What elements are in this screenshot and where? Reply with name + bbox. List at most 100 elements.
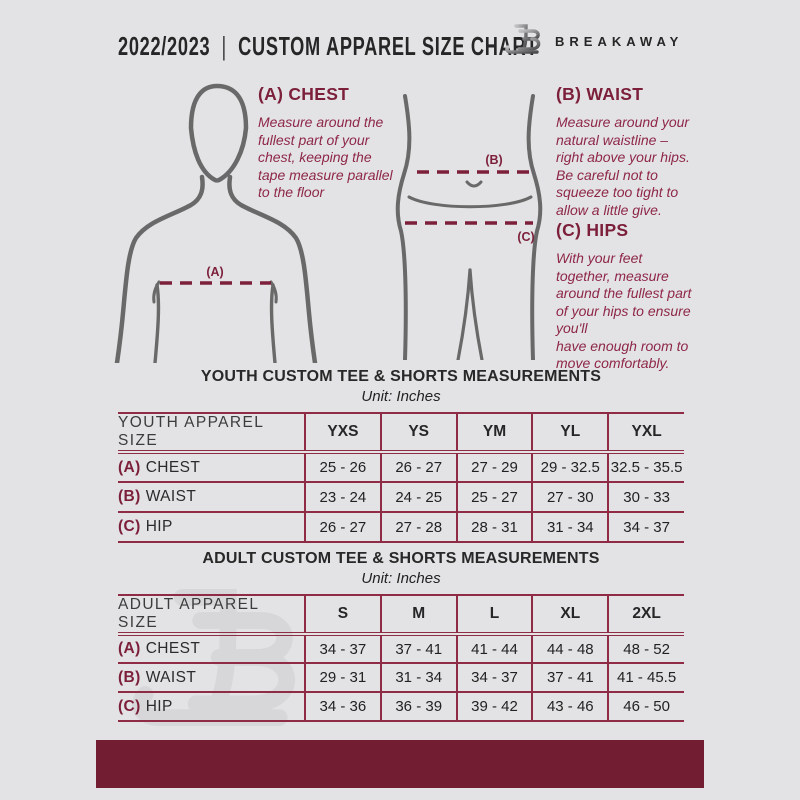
left-inner-leg (456, 268, 472, 360)
page-title: CUSTOM APPAREL SIZE CHART (238, 31, 539, 61)
chest-guide: (A) CHEST Measure around the fullest par… (258, 84, 428, 202)
size-header-yl: YL (531, 413, 609, 454)
right-torso-side (526, 94, 543, 360)
waist-guide: (B) WAIST Measure around your natural wa… (556, 84, 714, 219)
row-prefix: (B) (118, 488, 141, 505)
hips-heading: (C) HIPS (556, 220, 629, 240)
waist-heading: (B) WAIST (556, 84, 644, 104)
hip-crease (407, 195, 533, 209)
table-row-adult-chest: (A) CHEST 34 - 37 37 - 41 41 - 44 44 - 48… (118, 634, 684, 664)
brand-wordmark: BREAKAWAY (555, 33, 684, 49)
youth-table-title: YOUTH CUSTOM TEE & SHORTS MEASUREMENTS (200, 368, 602, 385)
cell: 41 - 45.5 (607, 663, 684, 693)
table-row-youth-hip: (C) HIP 26 - 27 27 - 28 28 - 31 31 - 34 3… (118, 512, 684, 543)
row-label: CHEST (145, 640, 201, 657)
size-header-l: L (455, 595, 533, 636)
table-row-youth-waist: (B) WAIST 23 - 24 24 - 25 25 - 27 27 - 30… (118, 482, 684, 513)
row-label: WAIST (145, 668, 197, 686)
waist-instructions: Measure around your natural waistline – … (556, 114, 690, 218)
cell: 27 - 30 (531, 482, 609, 513)
footer-bar (96, 740, 704, 788)
cell: 41 - 44 (455, 634, 533, 664)
brand-lockup: BREAKAWAY (503, 23, 684, 60)
navel-mark (465, 180, 483, 188)
cell: 36 - 39 (379, 692, 457, 722)
youth-table-unit: Unit: Inches (361, 388, 441, 405)
cell: 31 - 34 (379, 663, 457, 693)
left-armpit-crease (152, 280, 161, 304)
cell: 46 - 50 (607, 692, 684, 722)
cell: 26 - 27 (379, 452, 457, 483)
right-inner-leg (468, 268, 484, 360)
size-header-xl: XL (531, 595, 609, 636)
size-header-yxl: YXL (607, 413, 684, 454)
size-header-s: S (304, 595, 381, 636)
youth-measurements-section: YOUTH CUSTOM TEE & SHORTS MEASUREMENTS U… (118, 368, 684, 543)
cell: 29 - 32.5 (531, 452, 609, 483)
chest-figure: (A) (114, 83, 318, 363)
cell: 34 - 37 (455, 663, 533, 693)
row-prefix: (A) (118, 640, 141, 657)
adult-measurements-section: ADULT CUSTOM TEE & SHORTS MEASUREMENTS U… (118, 550, 684, 722)
head-outline (188, 83, 249, 183)
row-label: HIP (145, 518, 173, 535)
left-shoulder-arm (114, 174, 205, 363)
adult-table-unit: Unit: Inches (361, 570, 441, 587)
row-label: CHEST (145, 458, 201, 476)
row-prefix: (B) (118, 668, 141, 686)
size-header-2xl: 2XL (607, 595, 684, 636)
cell: 37 - 41 (531, 663, 609, 693)
waist-hips-figure: (B) (C) (395, 94, 543, 360)
right-shoulder-arm (227, 174, 318, 363)
cell: 28 - 31 (455, 512, 533, 543)
left-inner-arm (153, 283, 161, 363)
right-inner-arm (269, 283, 277, 363)
row-prefix: (C) (118, 697, 141, 715)
table-row-youth-chest: (A) CHEST 25 - 26 26 - 27 27 - 29 29 - 32… (118, 452, 684, 483)
hips-marker-label: (C) (517, 230, 534, 244)
cell: 24 - 25 (379, 482, 457, 513)
masthead-divider: | (221, 31, 227, 61)
size-header-ys: YS (379, 413, 457, 454)
adult-size-table: ADULT APPAREL SIZE S M L XL 2XL (A) CHEST… (118, 594, 684, 722)
adult-table-title: ADULT CUSTOM TEE & SHORTS MEASUREMENTS (202, 550, 600, 567)
adult-size-column-header: ADULT APPAREL SIZE (118, 595, 305, 636)
cell: 39 - 42 (455, 692, 533, 722)
right-armpit-crease (269, 280, 278, 304)
size-header-ym: YM (455, 413, 533, 454)
table-row-adult-waist: (B) WAIST 29 - 31 31 - 34 34 - 37 37 - 41… (118, 663, 684, 693)
breakaway-b-logo-icon (503, 23, 543, 60)
chest-marker-label: (A) (206, 265, 223, 279)
cell: 25 - 26 (304, 452, 381, 483)
cell: 27 - 28 (379, 512, 457, 543)
chest-instructions: Measure around the fullest part of your … (258, 114, 393, 200)
row-label: HIP (145, 697, 173, 715)
table-row-adult-hip: (C) HIP 34 - 36 36 - 39 39 - 42 43 - 46 4… (118, 692, 684, 722)
row-prefix: (A) (118, 458, 141, 476)
cell: 34 - 37 (607, 512, 684, 543)
size-header-m: M (379, 595, 457, 636)
season-label: 2022/2023 (118, 31, 211, 61)
cell: 29 - 31 (304, 663, 381, 693)
row-prefix: (C) (118, 518, 141, 535)
size-header-yxs: YXS (304, 413, 381, 454)
cell: 30 - 33 (607, 482, 684, 513)
youth-size-column-header: YOUTH APPAREL SIZE (118, 413, 305, 454)
masthead: 2022/2023 | CUSTOM APPAREL SIZE CHART (118, 33, 538, 59)
cell: 25 - 27 (455, 482, 533, 513)
cell: 34 - 37 (304, 634, 381, 664)
cell: 34 - 36 (304, 692, 381, 722)
cell: 44 - 48 (531, 634, 609, 664)
hips-instructions: With your feet together, measure around … (556, 250, 692, 371)
left-torso-side (395, 94, 412, 360)
cell: 43 - 46 (531, 692, 609, 722)
cell: 48 - 52 (607, 634, 684, 664)
youth-size-table: YOUTH APPAREL SIZE YXS YS YM YL YXL (A) C… (118, 412, 684, 543)
cell: 26 - 27 (304, 512, 381, 543)
cell: 31 - 34 (531, 512, 609, 543)
cell: 37 - 41 (379, 634, 457, 664)
adult-header-row: ADULT APPAREL SIZE S M L XL 2XL (118, 595, 684, 636)
row-label: WAIST (145, 488, 197, 505)
cell: 23 - 24 (304, 482, 381, 513)
